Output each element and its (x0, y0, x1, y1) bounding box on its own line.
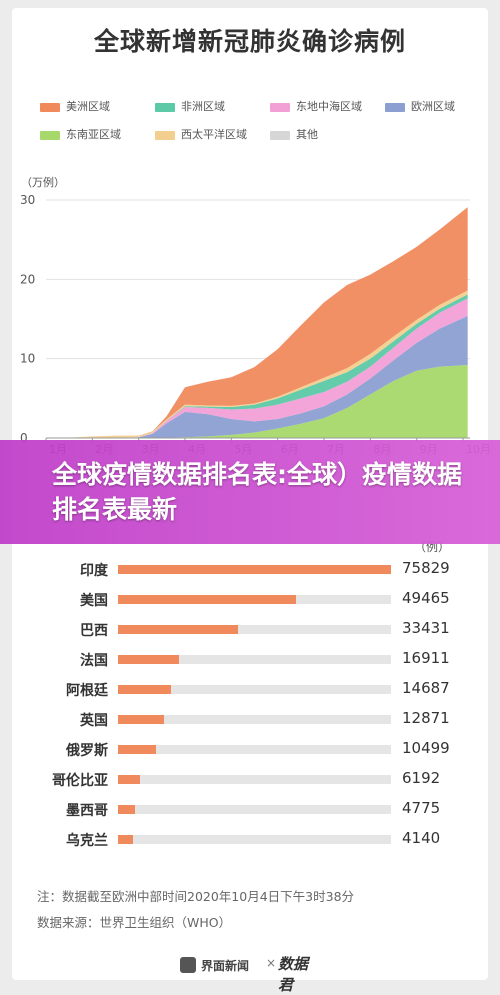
bar-category-label: 法国 (80, 653, 108, 669)
bar (118, 685, 171, 694)
legend-item: 欧洲区域 (385, 100, 455, 114)
legend-item: 其他 (270, 128, 318, 142)
legend-label: 非洲区域 (181, 100, 225, 113)
bar-track (118, 805, 391, 814)
bar-category-label: 哥伦比亚 (52, 773, 108, 789)
bar (118, 565, 391, 574)
bar-row: 阿根廷 14687 (0, 675, 500, 705)
area-chart: （万例）01020301月2月3月4月5月6月7月8月9月10月 (20, 175, 491, 456)
bar-value-label: 33431 (402, 619, 450, 637)
chart-title: 全球新增新冠肺炎确诊病例 (93, 27, 406, 56)
bar-value-label: 14687 (402, 679, 450, 697)
series-area (46, 365, 468, 438)
legend-item: 非洲区域 (155, 100, 225, 114)
bar-category-label: 墨西哥 (66, 803, 108, 819)
bar-track (118, 745, 391, 754)
legend-swatch (385, 102, 405, 112)
bar-track (118, 685, 391, 694)
y-axis-label: （万例） (21, 175, 65, 189)
bar-category-label: 巴西 (80, 623, 108, 639)
bar-category-label: 英国 (80, 713, 108, 729)
data-source: 数据来源：世界卫生组织（WHO） (37, 915, 232, 930)
series-area (46, 298, 468, 438)
bar-category-label: 印度 (80, 563, 108, 579)
bar-value-label: 75829 (402, 559, 450, 577)
bar-value-label: 4775 (402, 799, 441, 817)
bar-value-label: 4140 (402, 829, 441, 847)
headline-banner[interactable]: 全球疫情数据排名表:全球）疫情数据排名表最新 (0, 440, 500, 544)
bar-track (118, 835, 391, 844)
bar-track (118, 715, 391, 724)
bar (118, 625, 239, 634)
bar-value-label: 49465 (402, 589, 450, 607)
bar-row: 哥伦比亚 6192 (0, 765, 500, 795)
jiemian-logo-text: 界面新闻 (201, 959, 250, 973)
bar-track (118, 775, 391, 784)
bar-row: 乌克兰 4140 (0, 825, 500, 855)
y-tick-label: 30 (20, 193, 35, 207)
bar-value-label: 12871 (402, 709, 450, 727)
legend-label: 西太平洋区域 (181, 128, 247, 141)
bar-row: 印度 75829 (0, 555, 500, 585)
bar-track (118, 595, 391, 604)
bar-category-label: 乌克兰 (66, 833, 108, 849)
legend-swatch (270, 130, 290, 140)
bar-category-label: 俄罗斯 (66, 743, 108, 759)
legend-swatch (40, 130, 60, 140)
legend-item: 东地中海区域 (270, 100, 362, 114)
bar-track (118, 565, 391, 574)
bar-row: 美国 49465 (0, 585, 500, 615)
legend-label: 欧洲区域 (411, 100, 455, 113)
bar (118, 835, 133, 844)
bar-track (118, 625, 391, 634)
bar (118, 655, 179, 664)
legend-item: 西太平洋区域 (155, 128, 247, 142)
bar (118, 595, 297, 604)
bar-category-label: 美国 (80, 593, 108, 609)
jiemian-logo-icon (180, 957, 196, 973)
bar-track (118, 655, 391, 664)
y-tick-label: 0 (20, 431, 28, 445)
legend-label: 东南亚区域 (66, 128, 121, 141)
y-tick-label: 10 (20, 352, 35, 366)
bar-value-label: 10499 (402, 739, 450, 757)
legend-label: 美洲区域 (66, 100, 110, 113)
bar-row: 俄罗斯 10499 (0, 735, 500, 765)
legend-label: 其他 (296, 128, 318, 141)
legend-swatch (270, 102, 290, 112)
y-tick-label: 20 (20, 272, 35, 286)
bar (118, 745, 156, 754)
bar-row: 英国 12871 (0, 705, 500, 735)
series-area (46, 207, 468, 438)
bar-row: 巴西 33431 (0, 615, 500, 645)
series-area (46, 315, 468, 438)
data-note: 注：数据截至欧洲中部时间2020年10月4日下午3时38分 (37, 889, 355, 904)
logo-separator: × (266, 956, 277, 970)
bar (118, 805, 136, 814)
footer-logos: 界面新闻 × 数据君 (180, 953, 320, 994)
legend-swatch (40, 102, 60, 112)
legend-item: 美洲区域 (40, 100, 110, 114)
bar-value-label: 16911 (402, 649, 450, 667)
shujujun-logo: 数据君 (278, 955, 309, 994)
legend-swatch (155, 102, 175, 112)
legend-label: 东地中海区域 (296, 100, 362, 113)
bar (118, 775, 141, 784)
bar (118, 715, 165, 724)
legend-swatch (155, 130, 175, 140)
bar-row: 墨西哥 4775 (0, 795, 500, 825)
bar-row: 法国 16911 (0, 645, 500, 675)
legend-item: 东南亚区域 (40, 128, 121, 142)
bar-category-label: 阿根廷 (66, 683, 108, 699)
bar-value-label: 6192 (402, 769, 441, 787)
